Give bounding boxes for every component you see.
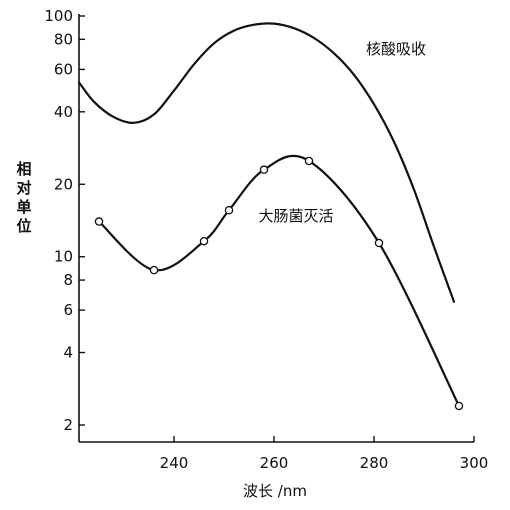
x-ticks: 240 260 280 300 — [160, 436, 489, 472]
y-tick-label: 20 — [54, 175, 73, 193]
y-axis-label-char: 位 — [16, 217, 31, 235]
y-tick-label: 4 — [63, 344, 73, 362]
x-tick-label: 260 — [260, 454, 289, 472]
y-tick-label: 40 — [54, 103, 73, 121]
y-tick-label: 8 — [63, 271, 73, 289]
series-line-1 — [77, 22, 456, 303]
data-point — [454, 401, 464, 411]
data-point — [304, 156, 314, 166]
x-axis-label: 波长 /nm — [243, 482, 307, 500]
x-tick-label: 240 — [160, 454, 189, 472]
data-point — [149, 265, 159, 275]
data-point — [94, 217, 104, 226]
series-line-2 — [97, 154, 461, 407]
y-tick-label: 60 — [54, 60, 73, 78]
axes — [78, 14, 474, 443]
data-point — [259, 165, 269, 174]
y-tick-label: 100 — [44, 7, 73, 25]
series-label: 核酸吸收 — [366, 40, 426, 58]
y-tick-label: 6 — [63, 301, 73, 319]
y-axis-label-char: 对 — [16, 179, 31, 197]
y-tick-label: 2 — [63, 416, 73, 434]
data-point — [374, 238, 384, 248]
y-tick-label: 10 — [54, 248, 73, 266]
data-point — [199, 236, 209, 246]
y-axis-label-char: 相 — [16, 160, 31, 178]
y-axis-label-char: 单 — [16, 198, 31, 216]
y-tick-label: 80 — [54, 30, 73, 48]
x-tick-label: 280 — [360, 454, 389, 472]
data-point — [224, 205, 234, 215]
y-ticks: 2 4 6 8 10 20 40 60 80 100 — [44, 7, 85, 434]
series-label: 大肠菌灭活 — [258, 207, 333, 225]
x-tick-label: 300 — [460, 454, 489, 472]
